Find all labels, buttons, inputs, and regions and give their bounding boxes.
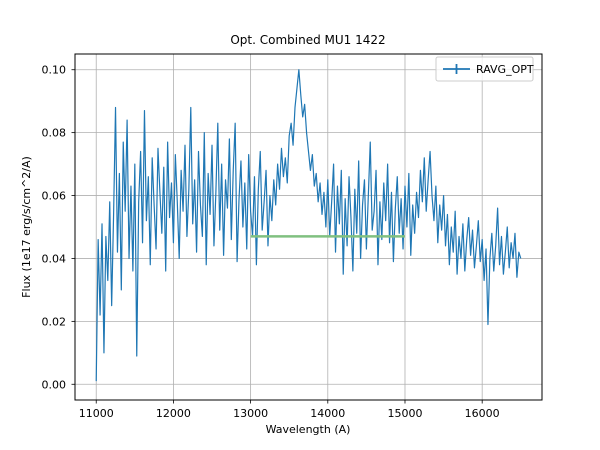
y-tick-label: 0.04: [42, 252, 67, 265]
x-tick-label: 16000: [465, 407, 500, 420]
y-axis-label: Flux (1e17 erg/s/cm^2/A): [20, 156, 33, 298]
chart-title: Opt. Combined MU1 1422: [230, 33, 385, 47]
x-tick-label: 11000: [79, 407, 114, 420]
y-tick-label: 0.00: [42, 378, 67, 391]
plot-border: [74, 53, 543, 401]
y-tick-label: 0.02: [42, 315, 67, 328]
x-tick-label: 15000: [387, 407, 422, 420]
legend-box: [435, 56, 534, 82]
legend-label: RAVG_OPT: [476, 63, 534, 76]
x-tick-label: 13000: [233, 407, 268, 420]
y-tick-label: 0.08: [42, 127, 67, 140]
legend: RAVG_OPT: [435, 56, 534, 82]
ticks-layer: 11000 12000 13000 14000 15000 16000 0.00 0.02 0.…: [42, 64, 500, 420]
y-tick-label: 0.10: [42, 64, 67, 77]
series-layer: [95, 69, 522, 382]
x-tick-label: 12000: [156, 407, 191, 420]
x-axis-label: Wavelength (A): [266, 423, 351, 436]
y-tick-label: 0.06: [42, 190, 67, 203]
series-RAVG_OPT: [95, 69, 522, 382]
x-tick-label: 14000: [310, 407, 345, 420]
